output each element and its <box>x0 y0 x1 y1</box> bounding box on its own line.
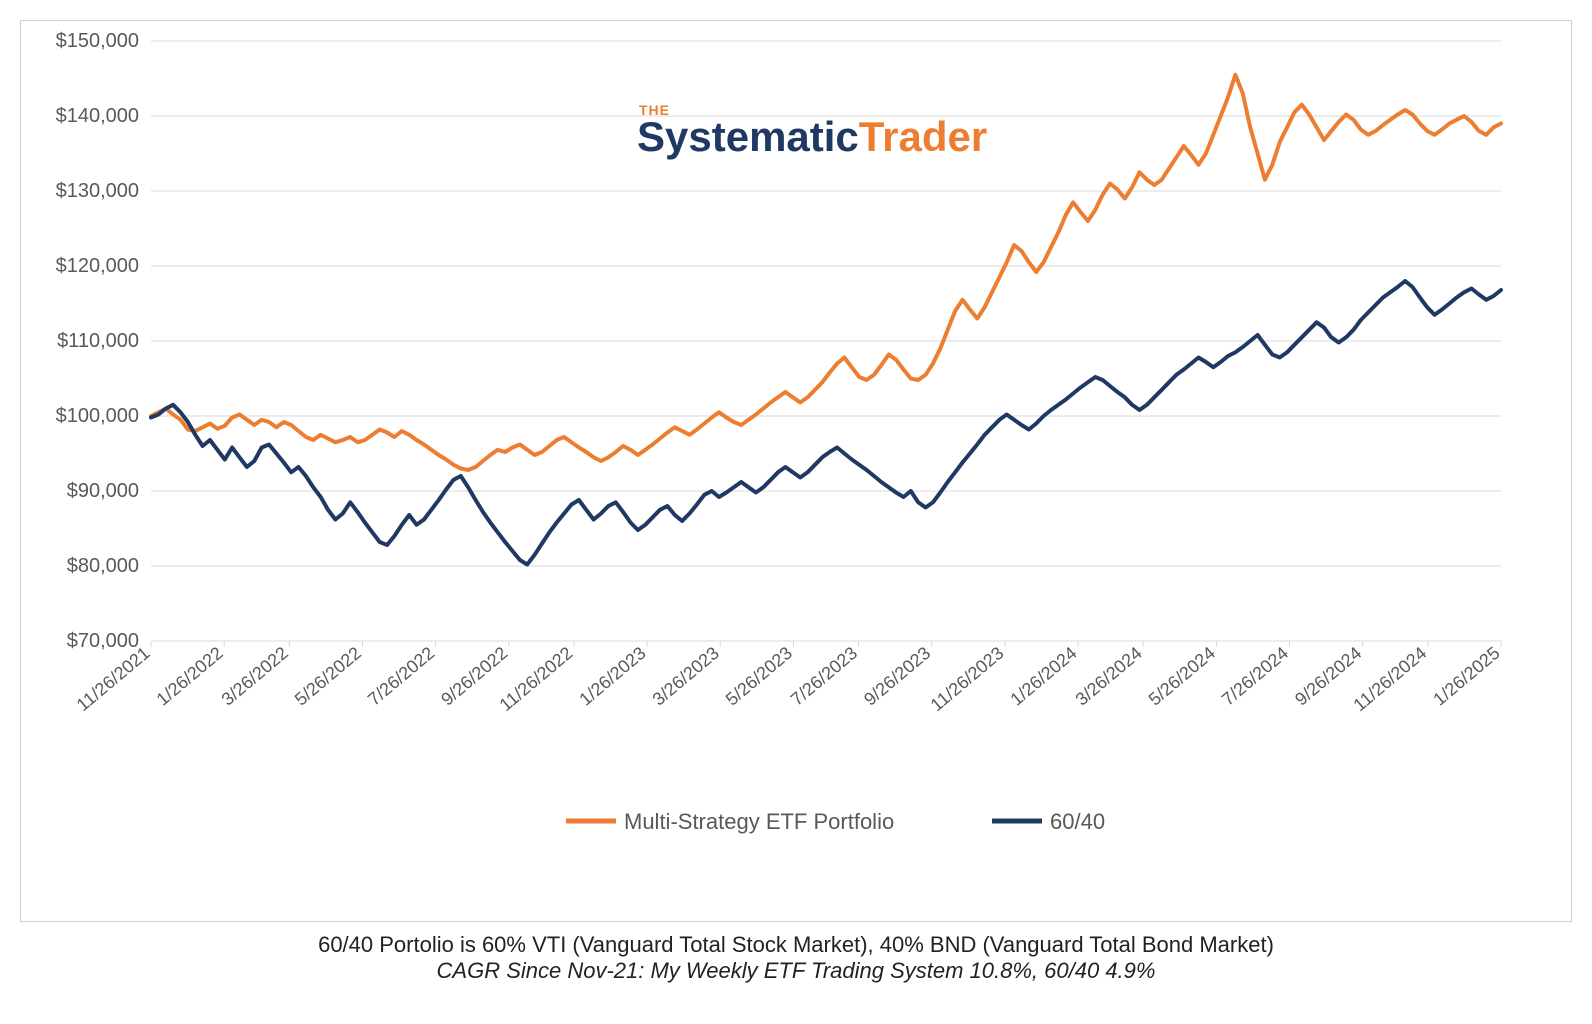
x-axis-label: 3/26/2022 <box>218 643 292 710</box>
y-axis-label: $130,000 <box>56 180 139 202</box>
x-axis-label: 1/26/2025 <box>1429 643 1503 710</box>
y-axis-label: $110,000 <box>57 330 139 352</box>
x-axis-label: 7/26/2023 <box>787 643 861 710</box>
x-axis-label: 5/26/2022 <box>291 643 365 710</box>
x-axis-label: 11/26/2021 <box>73 643 154 715</box>
footer-line-1: 60/40 Portolio is 60% VTI (Vanguard Tota… <box>20 932 1572 958</box>
legend-label: 60/40 <box>1050 809 1105 834</box>
x-axis-label: 11/26/2022 <box>496 643 577 715</box>
x-axis-label: 3/26/2024 <box>1072 643 1146 710</box>
chart-footer: 60/40 Portolio is 60% VTI (Vanguard Tota… <box>20 932 1572 984</box>
y-axis-label: $90,000 <box>67 480 139 502</box>
y-axis-label: $140,000 <box>56 105 139 127</box>
logo-text: SystematicTrader <box>637 113 987 160</box>
x-axis-label: 11/26/2023 <box>927 643 1008 715</box>
y-axis-label: $100,000 <box>56 405 139 427</box>
series-line <box>151 281 1501 565</box>
x-axis-label: 5/26/2024 <box>1145 643 1219 710</box>
x-axis-label: 5/26/2023 <box>722 643 796 710</box>
x-axis-label: 7/26/2022 <box>364 643 438 710</box>
x-axis-label: 11/26/2024 <box>1350 643 1431 715</box>
chart-container: $70,000 $80,000 $90,000 $100,000 $110,000 $12… <box>20 20 1572 922</box>
legend-label: Multi-Strategy ETF Portfolio <box>624 809 894 834</box>
x-axis-label: 3/26/2023 <box>649 643 723 710</box>
line-chart: $70,000 $80,000 $90,000 $100,000 $110,000 $12… <box>21 21 1573 921</box>
x-axis-label: 9/26/2023 <box>860 643 934 710</box>
y-axis-label: $120,000 <box>56 255 139 277</box>
x-axis-label: 1/26/2023 <box>575 643 649 710</box>
y-axis-label: $80,000 <box>67 555 139 577</box>
y-axis-label: $70,000 <box>67 630 139 652</box>
x-axis-label: 1/26/2024 <box>1006 643 1080 710</box>
y-axis-label: $150,000 <box>56 30 139 52</box>
x-axis-label: 7/26/2024 <box>1218 643 1292 710</box>
footer-line-2: CAGR Since Nov-21: My Weekly ETF Trading… <box>20 958 1572 984</box>
x-axis-label: 1/26/2022 <box>153 643 227 710</box>
